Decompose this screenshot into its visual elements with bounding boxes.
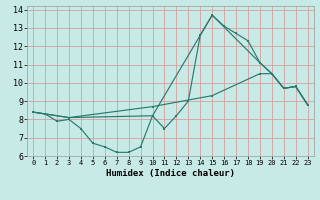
X-axis label: Humidex (Indice chaleur): Humidex (Indice chaleur) xyxy=(106,169,235,178)
